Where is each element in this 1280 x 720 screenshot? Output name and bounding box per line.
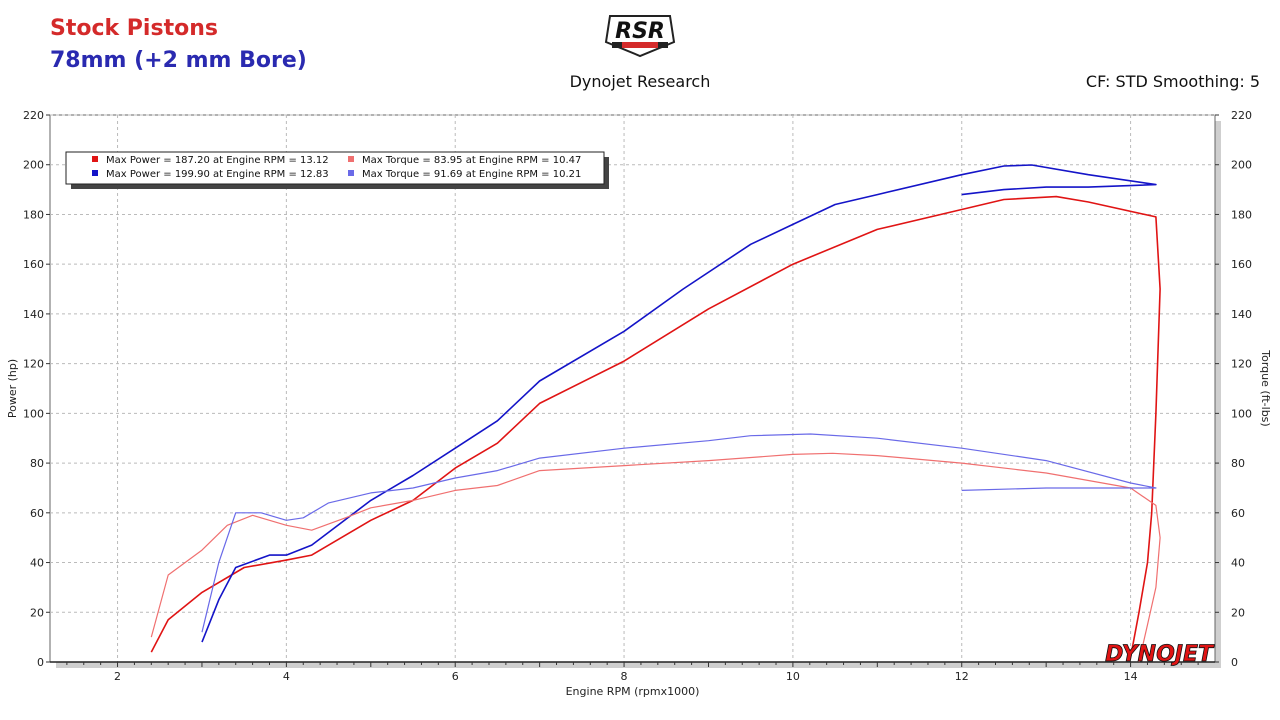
legend-entry: Max Power = 199.90 at Engine RPM = 12.83 <box>106 169 329 180</box>
y-tick-label-right: 40 <box>1231 557 1245 570</box>
series-line-2 <box>150 452 1161 663</box>
y-tick-label-left: 0 <box>37 656 44 669</box>
y-tick-label-left: 200 <box>23 159 44 172</box>
legend-entry: Max Power = 187.20 at Engine RPM = 13.12 <box>106 155 329 166</box>
y-tick-label-left: 120 <box>23 358 44 371</box>
legend-entry: Max Torque = 83.95 at Engine RPM = 10.47 <box>362 155 581 166</box>
y-tick-label-left: 160 <box>23 258 44 271</box>
y-tick-label-right: 80 <box>1231 457 1245 470</box>
y-tick-label-right: 140 <box>1231 308 1252 321</box>
y-tick-label-right: 180 <box>1231 208 1252 221</box>
y-tick-label-left: 20 <box>30 606 44 619</box>
y-tick-label-right: 100 <box>1231 407 1252 420</box>
logo-text: RSR <box>615 19 665 44</box>
y-tick-label-right: 200 <box>1231 159 1252 172</box>
legend-entry: Max Torque = 91.69 at Engine RPM = 10.21 <box>362 169 581 180</box>
x-tick-label: 8 <box>621 670 628 683</box>
legend-box <box>65 151 605 185</box>
y-tick-label-left: 80 <box>30 457 44 470</box>
y-tick-label-right: 220 <box>1231 109 1252 122</box>
x-tick-label: 4 <box>283 670 290 683</box>
y-tick-label-left: 180 <box>23 208 44 221</box>
x-tick-label: 2 <box>114 670 121 683</box>
dynojet-research-label: Dynojet Research <box>569 72 711 91</box>
y-tick-label-left: 60 <box>30 507 44 520</box>
legend-swatch <box>348 156 354 162</box>
y-axis-label-right: Torque (ft-lbs) <box>1259 349 1272 426</box>
x-tick-label: 6 <box>452 670 459 683</box>
series-line-3 <box>201 433 1157 633</box>
x-tick-label: 12 <box>955 670 969 683</box>
y-tick-label-right: 120 <box>1231 358 1252 371</box>
y-tick-label-right: 60 <box>1231 507 1245 520</box>
y-tick-label-left: 100 <box>23 407 44 420</box>
y-tick-label-right: 160 <box>1231 258 1252 271</box>
dynojet-watermark: DYNOJET <box>1105 642 1215 667</box>
series-line-1 <box>201 164 1157 643</box>
y-tick-label-left: 40 <box>30 557 44 570</box>
y-axis-label-left: Power (hp) <box>6 359 19 418</box>
y-tick-label-right: 20 <box>1231 606 1245 619</box>
y-tick-label-right: 0 <box>1231 656 1238 669</box>
series-line-0 <box>150 195 1161 658</box>
y-tick-label-left: 140 <box>23 308 44 321</box>
legend-swatch <box>348 170 354 176</box>
x-tick-label: 10 <box>786 670 800 683</box>
title-stock-pistons: Stock Pistons <box>50 16 218 41</box>
x-axis-label: Engine RPM (rpmx1000) <box>566 685 700 698</box>
legend-swatch <box>92 156 98 162</box>
title-bore: 78mm (+2 mm Bore) <box>50 48 307 73</box>
x-tick-label: 14 <box>1124 670 1138 683</box>
y-tick-label-left: 220 <box>23 109 44 122</box>
rsr-logo-icon: RSR <box>604 15 676 58</box>
cf-smoothing-label: CF: STD Smoothing: 5 <box>1085 72 1260 91</box>
legend-swatch <box>92 170 98 176</box>
